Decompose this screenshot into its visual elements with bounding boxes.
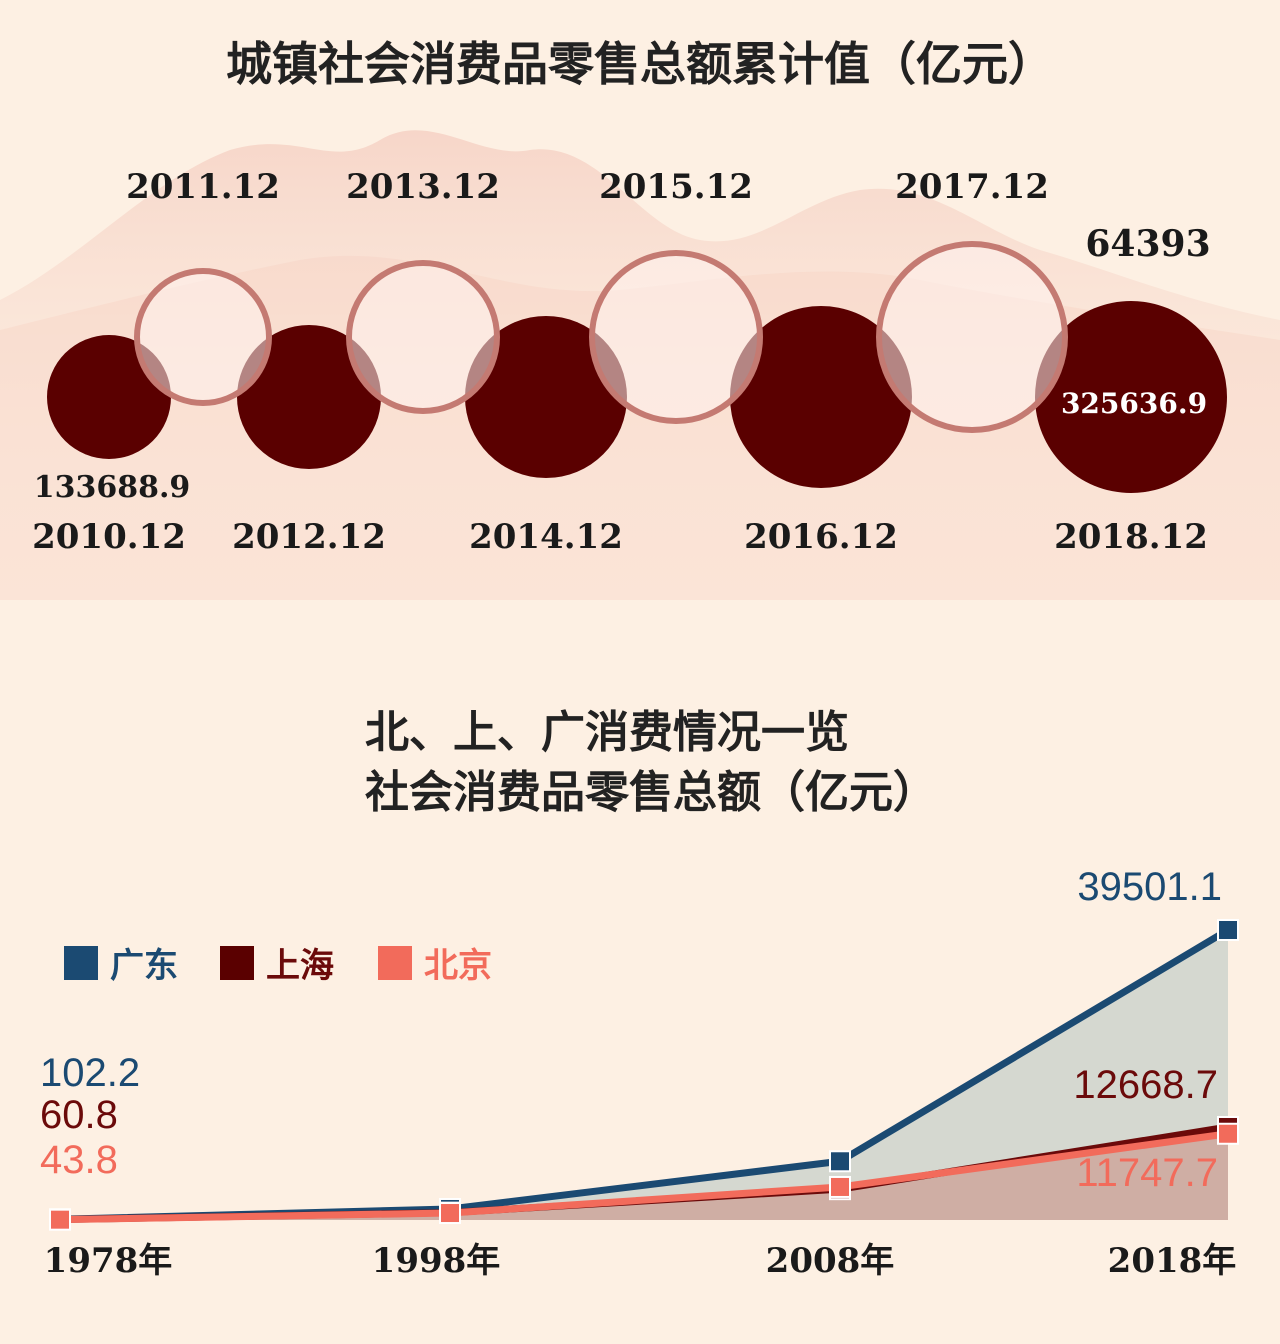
x-axis-tick-label: 1978年 — [44, 1241, 173, 1281]
bubble-2014.12 — [465, 316, 627, 478]
bubble-ring-2013.12 — [346, 260, 500, 414]
data-point-北京 — [49, 1208, 71, 1231]
area-fill-北京 — [60, 1133, 1228, 1220]
data-point-北京 — [1217, 1122, 1239, 1145]
x-axis-tick-label: 2018年 — [1108, 1241, 1237, 1281]
legend-item-guangdong: 广东 — [64, 938, 178, 987]
area-chart: 1978年 1998年 2008年 2018年 102.260.843.8 39501.1… — [40, 865, 1239, 1281]
value-label-end: 39501.1 — [1077, 865, 1222, 909]
legend-swatch-beijing — [378, 945, 412, 980]
legend-swatch-guangdong — [64, 945, 98, 980]
bubble-year-label: 2010.12 — [32, 517, 186, 557]
x-axis-tick-label: 2008年 — [766, 1241, 895, 1281]
bubble-year-label: 2015.12 — [599, 167, 753, 207]
bubble-value-label: 325636.9 — [1061, 387, 1207, 420]
bubble-2018.12 — [1035, 301, 1227, 493]
legend-label-shanghai: 上海 — [266, 946, 334, 986]
bubble-2010.12 — [47, 335, 171, 459]
series-line-北京 — [59, 1130, 1229, 1224]
legend-item-shanghai: 上海 — [220, 938, 334, 987]
value-label-start: 60.8 — [40, 1093, 118, 1137]
bubble-year-label: 2012.12 — [232, 517, 386, 557]
legend-label-beijing: 北京 — [424, 946, 492, 986]
bubble-year-label: 2017.12 — [895, 167, 1049, 207]
legend-label-guangdong: 广东 — [110, 946, 178, 986]
bubble-year-label: 2014.12 — [469, 517, 623, 557]
bubble-annotation: 64393 — [1085, 223, 1210, 265]
bubble-2016.12 — [730, 306, 912, 488]
data-point-北京 — [439, 1202, 461, 1225]
value-label-end: 12668.7 — [1073, 1063, 1218, 1107]
bottom-chart-title: 北、上、广消费情况一览 — [365, 707, 849, 758]
x-axis-tick-label: 1998年 — [372, 1241, 501, 1281]
bubble-ring-2015.12 — [589, 250, 763, 424]
bubble-ring-2011.12 — [134, 268, 272, 406]
bubble-chart: 2010.12 2011.12 2012.12 2013.12 2014.12 2015.… — [32, 167, 1227, 557]
value-label-start: 43.8 — [40, 1138, 118, 1182]
value-label-start: 102.2 — [40, 1051, 140, 1095]
bubble-year-label: 2013.12 — [346, 167, 500, 207]
bubble-2012.12 — [237, 325, 381, 469]
data-point-北京 — [829, 1175, 851, 1198]
area-fill-广东 — [60, 930, 1228, 1220]
data-point-广东 — [1217, 919, 1239, 941]
top-chart-title: 城镇社会消费品零售总额累计值（亿元） — [226, 37, 1054, 91]
bottom-chart-subtitle: 社会消费品零售总额（亿元） — [365, 767, 937, 818]
bubble-ring-2017.12 — [876, 241, 1068, 433]
bubble-year-label: 2011.12 — [126, 167, 280, 207]
bubble-year-label: 2016.12 — [744, 517, 898, 557]
legend-item-beijing: 北京 — [378, 938, 492, 987]
data-point-广东 — [829, 1150, 851, 1173]
legend-swatch-shanghai — [220, 945, 254, 980]
value-label-end: 11747.7 — [1076, 1151, 1218, 1195]
bubble-value-label: 133688.9 — [34, 470, 191, 505]
bubble-year-label: 2018.12 — [1054, 517, 1208, 557]
